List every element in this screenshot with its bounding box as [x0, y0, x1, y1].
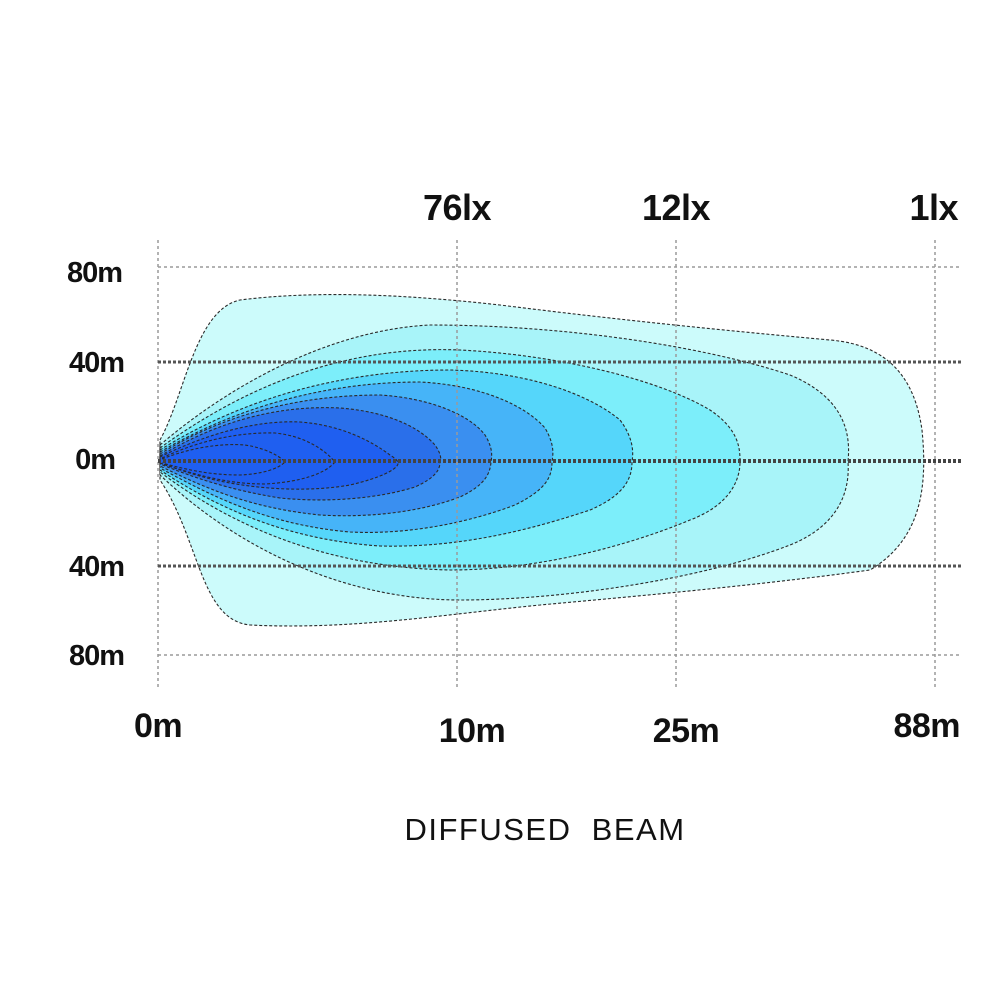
chart-title: DIFFUSED BEAM [404, 812, 685, 847]
y-tick-label: 80m [69, 640, 124, 672]
x-axis-labels: 0m 10m 25m 88m [134, 707, 961, 750]
x-tick-label: 10m [439, 712, 506, 750]
y-axis-labels: 80m 40m 0m 40m 80m [67, 257, 125, 672]
lux-labels: 76lx 12lx 1lx [423, 187, 959, 228]
x-tick-label: 88m [893, 707, 960, 745]
x-tick-label: 25m [653, 712, 720, 750]
lux-label: 76lx [423, 187, 492, 228]
grid [157, 240, 962, 690]
y-tick-label: 0m [75, 444, 115, 476]
y-tick-label: 40m [69, 347, 124, 379]
lux-label: 1lx [909, 187, 958, 228]
x-tick-label: 0m [134, 707, 182, 745]
y-tick-label: 80m [67, 257, 122, 289]
contour-line-inner-b [161, 444, 286, 476]
lux-label: 12lx [642, 187, 711, 228]
y-tick-label: 40m [69, 551, 124, 583]
